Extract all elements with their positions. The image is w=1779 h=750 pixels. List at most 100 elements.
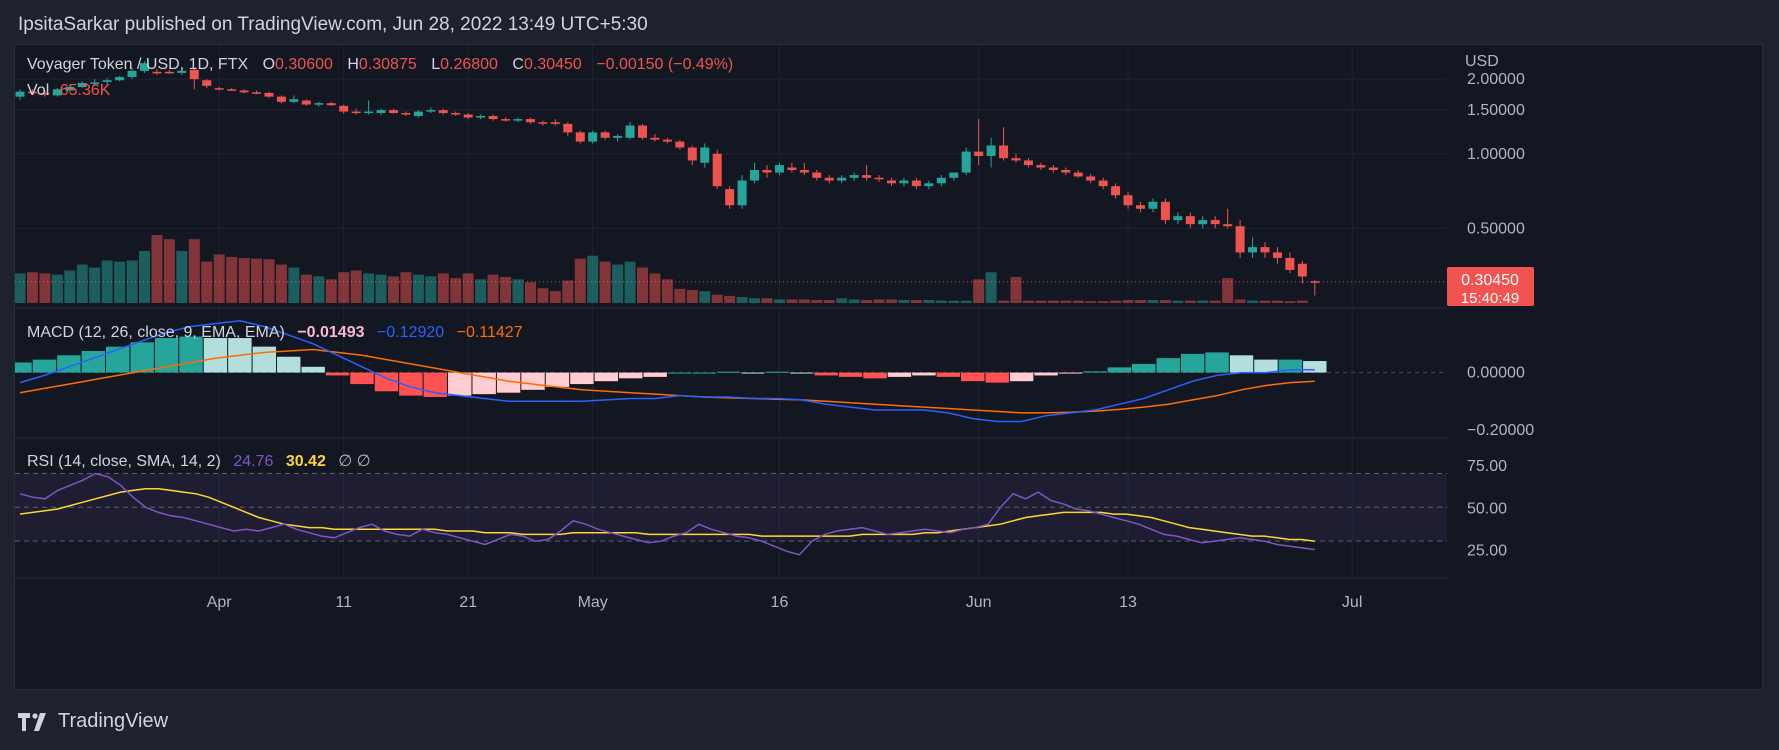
macd-histogram-bar [716,371,741,373]
volume-bar [923,300,935,303]
macd-histogram-bar [936,372,961,377]
volume-bar [1047,300,1059,303]
candle-body [264,92,274,97]
macd-histogram-bar [325,372,350,376]
candle-body [1011,158,1021,161]
macd-histogram-bar [1083,371,1107,373]
macd-pane [15,320,1447,423]
volume-bar [176,250,188,303]
volume-bar [1159,300,1171,303]
candle-body [1073,172,1083,177]
candle-body [936,177,946,184]
candle-body [488,116,498,120]
candle-body [451,113,461,115]
macd-histogram-bar [203,338,228,373]
volume-bar [674,288,686,303]
volume-bar [201,261,213,303]
macd-histogram-bar [1009,372,1034,382]
volume-bar [313,276,325,303]
candle-body [538,122,548,124]
candle-body [389,110,398,114]
volume-bar [1209,300,1221,303]
volume-bar [487,274,499,303]
volume-bar [873,299,885,303]
volume-bar [462,273,474,303]
chart-svg[interactable]: 2.00000 1.50000 1.00000 0.50000 Apr 11 21 May 16… [15,45,1764,691]
macd-histogram-bar [741,372,765,374]
candle-body [1248,247,1258,253]
candle-body [600,132,610,138]
volume-bar [263,259,275,303]
last-price-badge [1447,267,1534,306]
volume-bar [649,273,661,303]
volume-bar [1184,300,1196,303]
price-tick-label: 1.50000 [1467,102,1525,119]
volume-bar [400,272,412,303]
price-tick-label: 1.00000 [1467,146,1525,163]
volume-bar [948,300,960,303]
candle-body [1086,176,1096,181]
candle-body [712,153,722,187]
macd-histogram-bar [1254,359,1278,373]
symbol-label: Voyager Token / USD, 1D, FTX O0.30600 H0… [27,56,733,73]
volume-bar [836,298,848,303]
candle-body [887,180,896,184]
macd-histogram-bar [765,371,790,373]
rsi-tick-label: 50.00 [1467,500,1507,517]
candle-body [638,125,647,138]
volume-bar [1247,300,1259,303]
volume-bar [139,250,150,303]
candle-body [115,77,125,81]
macd-histogram-bar [521,372,545,390]
candle-body [613,135,623,138]
macd-histogram-bar [643,372,667,377]
footer: TradingView [18,710,168,733]
volume-bar [998,300,1010,303]
volume-bar [51,274,63,303]
rsi-tick-label: 75.00 [1467,458,1507,475]
macd-tick-label: 0.00000 [1467,365,1525,382]
candle-body [525,119,535,123]
macd-histogram-bar [838,372,863,377]
time-tick-label: Jun [966,594,992,611]
candle-body [1061,170,1071,173]
signal-line [19,348,1315,414]
candle-body [563,123,573,133]
macd-histogram-bar [570,372,594,385]
volume-bar [325,279,337,303]
volume-bar [749,298,761,303]
volume-bar [773,299,785,303]
candle-body [1210,220,1220,225]
volume-bar [1072,300,1084,303]
candle-body [1285,257,1295,270]
candle-body [1223,224,1233,227]
volume-bar [1110,300,1122,303]
candle-body [974,151,984,156]
macd-histogram-bar [1229,355,1254,373]
candle-body [326,103,336,106]
candle-body [750,170,760,181]
volume-bar [1097,301,1109,303]
volume-bar [574,258,586,303]
volume-bar [300,274,312,303]
time-tick-label: 21 [459,594,477,611]
candle-body [675,141,685,148]
volume-bar [213,254,225,303]
volume-bar [275,264,287,303]
last-price-label: 0.30450 [1461,272,1519,289]
macd-histogram-bar [1058,372,1083,374]
volume-bar [39,273,51,303]
volume-bar [761,298,773,303]
volume-bar [126,260,138,303]
candle-body [301,100,311,105]
candle-body [575,132,585,142]
candle-body [426,110,436,112]
candle-body [40,92,50,95]
candle-body [899,180,909,184]
candle-body [152,71,162,74]
volume-bar [350,270,362,303]
candle-body [227,89,237,91]
time-tick-label: Apr [207,594,233,611]
volume-bar [1234,299,1246,303]
volume-bar [89,267,101,303]
